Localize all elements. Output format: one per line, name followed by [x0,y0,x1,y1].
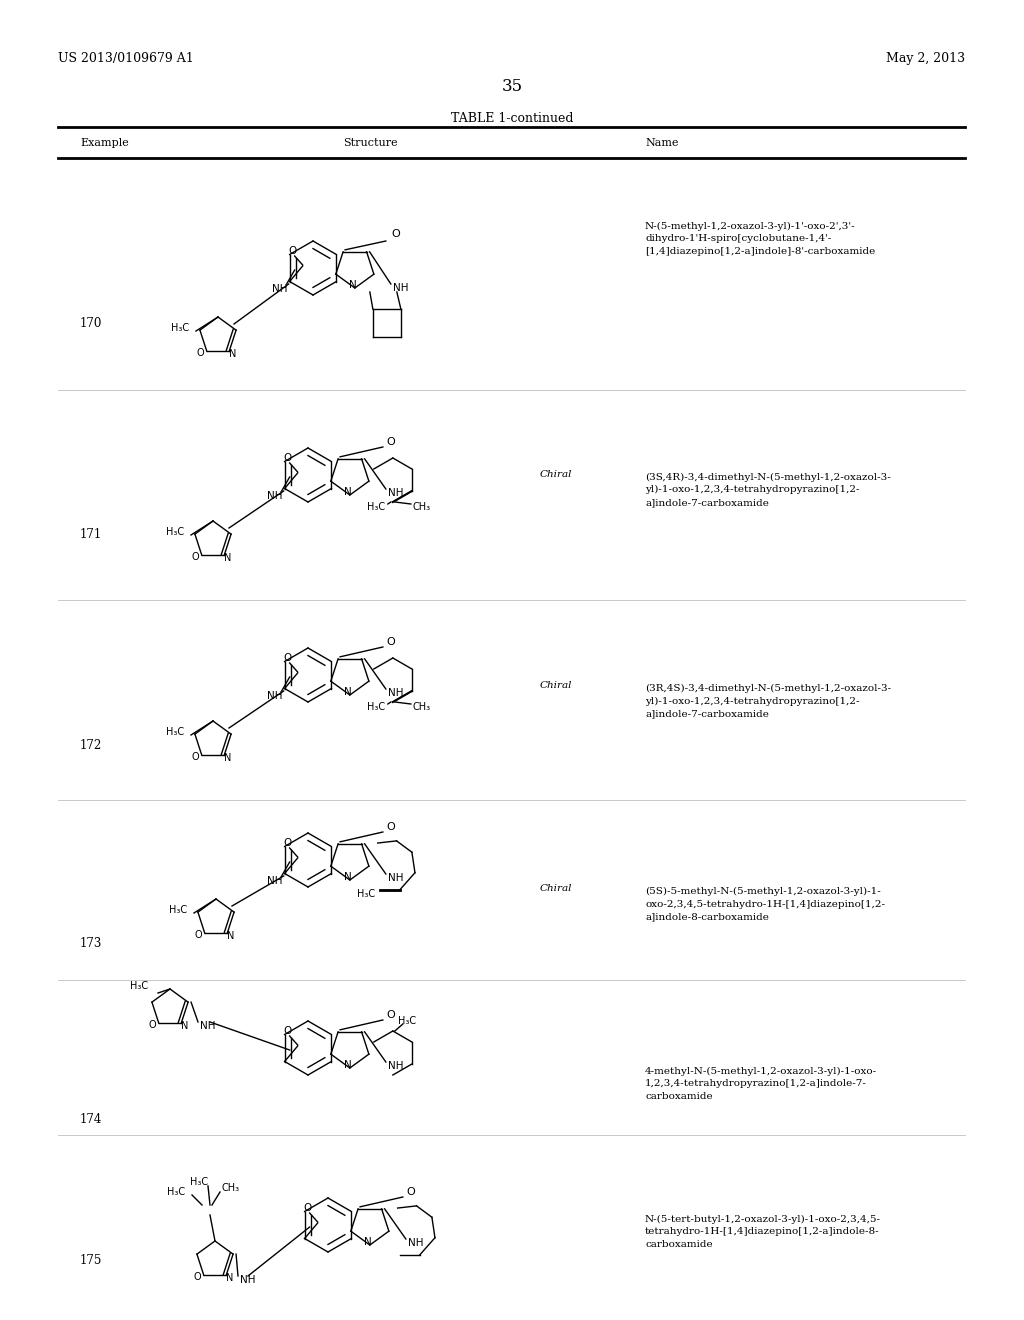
Text: O: O [392,228,400,239]
Text: N-(5-methyl-1,2-oxazol-3-yl)-1'-oxo-2',3'-
dihydro-1'H-spiro[cyclobutane-1,4'-
[: N-(5-methyl-1,2-oxazol-3-yl)-1'-oxo-2',3… [645,222,876,256]
Text: 173: 173 [80,937,102,950]
Text: Structure: Structure [343,139,397,148]
Text: H₃C: H₃C [166,527,184,537]
Text: O: O [196,348,204,358]
Text: O: O [387,822,395,832]
Text: 35: 35 [502,78,522,95]
Text: N: N [344,1060,351,1071]
Text: NH: NH [200,1020,215,1031]
Text: N: N [224,553,231,564]
Text: May 2, 2013: May 2, 2013 [886,51,965,65]
Text: O: O [387,437,395,447]
Text: CH₃: CH₃ [413,502,431,512]
Text: O: O [284,1026,292,1036]
Text: N: N [224,754,231,763]
Text: N: N [344,487,351,498]
Text: N: N [344,873,351,882]
Text: 174: 174 [80,1113,102,1126]
Text: N: N [227,932,234,941]
Text: Name: Name [645,139,679,148]
Text: O: O [284,453,292,463]
Text: O: O [193,1272,201,1282]
Text: O: O [191,552,199,562]
Text: H₃C: H₃C [398,1016,416,1026]
Text: NH: NH [388,873,403,883]
Text: Chiral: Chiral [540,884,572,894]
Text: H₃C: H₃C [357,890,375,899]
Text: H₃C: H₃C [171,323,189,333]
Text: NH: NH [388,688,403,698]
Text: 172: 172 [80,739,102,752]
Text: Chiral: Chiral [540,470,572,479]
Text: TABLE 1-continued: TABLE 1-continued [451,112,573,125]
Text: N: N [229,350,237,359]
Text: NH: NH [408,1238,423,1247]
Text: (3S,4R)-3,4-dimethyl-N-(5-methyl-1,2-oxazol-3-
yl)-1-oxo-1,2,3,4-tetrahydropyraz: (3S,4R)-3,4-dimethyl-N-(5-methyl-1,2-oxa… [645,473,891,507]
Text: (5S)-5-methyl-N-(5-methyl-1,2-oxazol-3-yl)-1-
oxo-2,3,4,5-tetrahydro-1H-[1,4]dia: (5S)-5-methyl-N-(5-methyl-1,2-oxazol-3-y… [645,887,885,921]
Text: N: N [349,280,356,290]
Text: NH: NH [240,1275,256,1284]
Text: N-(5-tert-butyl-1,2-oxazol-3-yl)-1-oxo-2,3,4,5-
tetrahydro-1H-[1,4]diazepino[1,2: N-(5-tert-butyl-1,2-oxazol-3-yl)-1-oxo-2… [645,1214,881,1249]
Text: 4-methyl-N-(5-methyl-1,2-oxazol-3-yl)-1-oxo-
1,2,3,4-tetrahydropyrazino[1,2-a]in: 4-methyl-N-(5-methyl-1,2-oxazol-3-yl)-1-… [645,1067,878,1101]
Text: US 2013/0109679 A1: US 2013/0109679 A1 [58,51,194,65]
Text: Example: Example [80,139,129,148]
Text: Chiral: Chiral [540,681,572,690]
Text: H₃C: H₃C [367,702,385,711]
Text: N: N [344,686,351,697]
Text: H₃C: H₃C [130,981,148,991]
Text: N: N [181,1022,188,1031]
Text: NH: NH [388,488,403,498]
Text: O: O [284,653,292,663]
Text: 171: 171 [80,528,102,541]
Text: NH: NH [267,491,283,502]
Text: NH: NH [272,284,288,294]
Text: N: N [226,1274,233,1283]
Text: NH: NH [393,282,409,293]
Text: 170: 170 [80,317,102,330]
Text: NH: NH [267,876,283,886]
Text: O: O [387,638,395,647]
Text: CH₃: CH₃ [413,702,431,711]
Text: H₃C: H₃C [367,502,385,512]
Text: O: O [303,1203,311,1213]
Text: H₃C: H₃C [166,727,184,737]
Text: 175: 175 [80,1254,102,1267]
Text: (3R,4S)-3,4-dimethyl-N-(5-methyl-1,2-oxazol-3-
yl)-1-oxo-1,2,3,4-tetrahydropyraz: (3R,4S)-3,4-dimethyl-N-(5-methyl-1,2-oxa… [645,684,891,718]
Text: O: O [191,752,199,763]
Text: O: O [284,838,292,847]
Text: H₃C: H₃C [189,1177,208,1187]
Text: O: O [407,1187,416,1197]
Text: CH₃: CH₃ [222,1183,240,1193]
Text: NH: NH [267,690,283,701]
Text: H₃C: H₃C [169,906,187,915]
Text: H₃C: H₃C [167,1187,185,1197]
Text: N: N [364,1237,372,1247]
Text: O: O [194,931,202,940]
Text: O: O [148,1020,156,1031]
Text: O: O [289,246,297,256]
Text: O: O [387,1010,395,1020]
Text: NH: NH [388,1061,403,1071]
